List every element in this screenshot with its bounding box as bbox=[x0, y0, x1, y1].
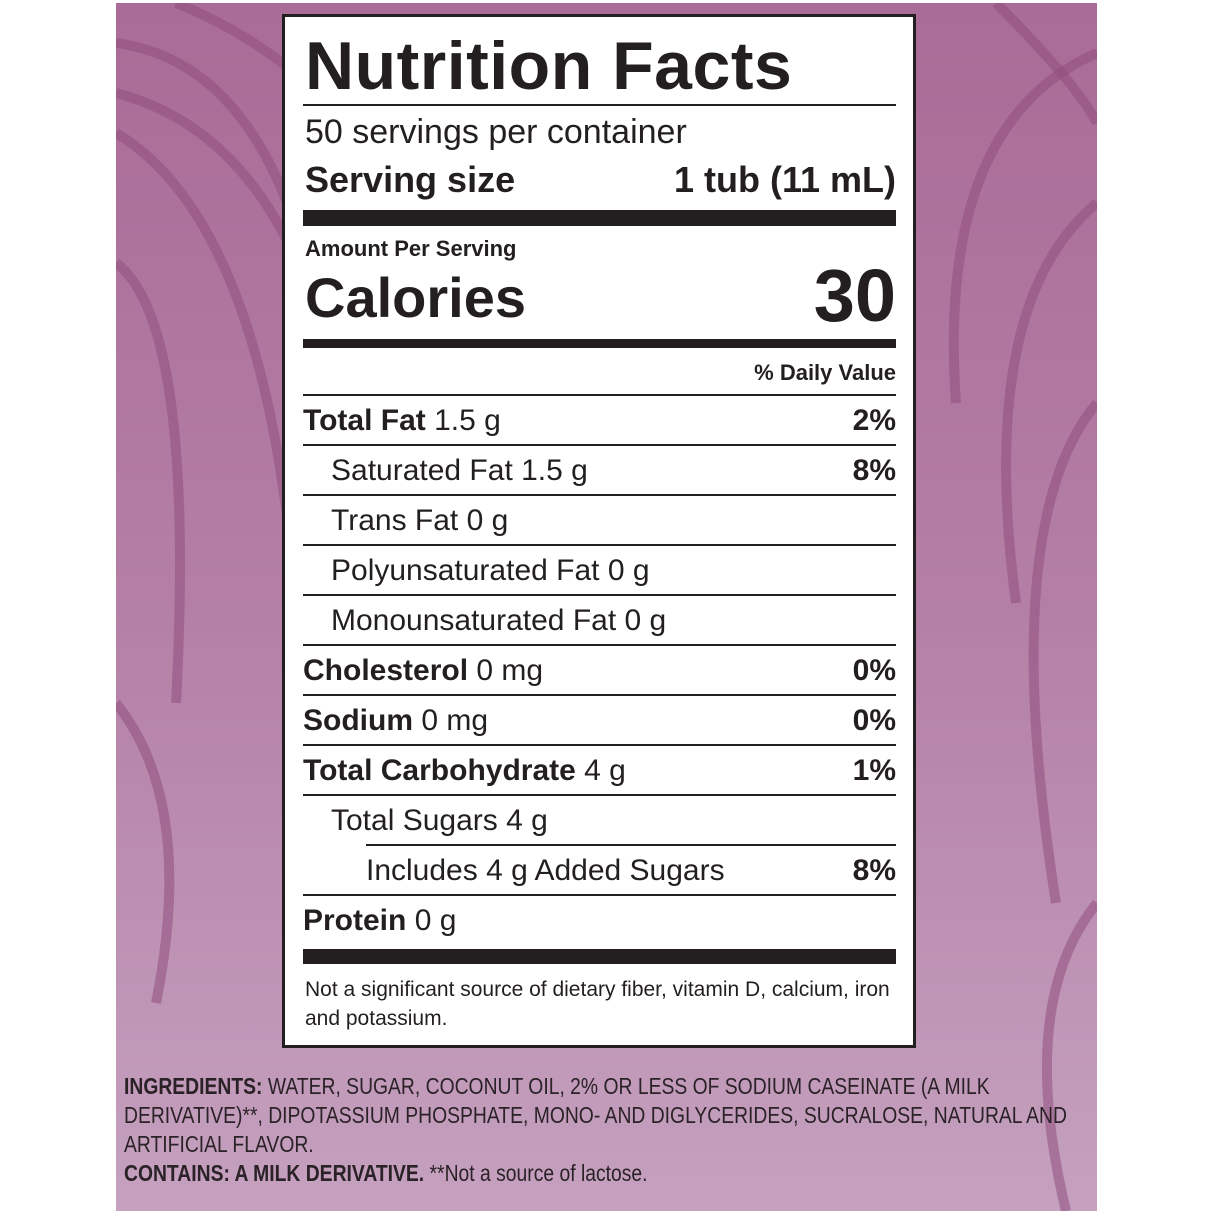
nutrient-name: Polyunsaturated Fat 0 g bbox=[331, 554, 650, 587]
nutrient-row: Total Sugars 4 g bbox=[303, 796, 896, 846]
calories-label: Calories bbox=[305, 266, 526, 329]
serving-size: Serving size 1 tub (11 mL) bbox=[305, 159, 896, 201]
amount-per-serving: Amount Per Serving bbox=[305, 236, 517, 261]
row-divider bbox=[366, 844, 896, 846]
row-divider bbox=[303, 644, 896, 646]
nutrient-row: Protein 0 g bbox=[303, 896, 896, 946]
row-divider bbox=[303, 694, 896, 696]
serving-size-value: 1 tub (11 mL) bbox=[673, 159, 896, 200]
contains-note: **Not a source of lactose. bbox=[429, 1160, 648, 1186]
label-title: Nutrition Facts bbox=[305, 28, 793, 104]
ingredients-text: WATER, SUGAR, COCONUT OIL, 2% OR LESS OF… bbox=[124, 1073, 1067, 1157]
row-divider bbox=[303, 594, 896, 596]
thick-divider-bottom bbox=[303, 949, 896, 964]
swirl-pattern bbox=[116, 3, 1097, 1211]
nutrient-name: Sodium bbox=[303, 704, 413, 737]
nutrient-row: Polyunsaturated Fat 0 g bbox=[303, 546, 896, 596]
nutrient-row: Sodium 0 mg 0% bbox=[303, 696, 896, 746]
nutrient-amount: 0 mg bbox=[476, 654, 544, 687]
nutrient-row: Trans Fat 0 g bbox=[303, 496, 896, 546]
contains-label: CONTAINS: A MILK DERIVATIVE. bbox=[124, 1160, 425, 1186]
row-divider bbox=[303, 444, 896, 446]
daily-value-percent: 0% bbox=[852, 704, 896, 737]
row-divider bbox=[303, 894, 896, 896]
row-divider bbox=[303, 794, 896, 796]
nutrient-name: Total Fat bbox=[303, 404, 426, 437]
serving-size-label: Serving size bbox=[305, 159, 516, 200]
nutrient-amount: 0 g bbox=[414, 904, 457, 937]
daily-value-percent: 2% bbox=[852, 404, 896, 437]
ingredients-label: INGREDIENTS: bbox=[124, 1073, 263, 1099]
thick-divider bbox=[303, 210, 896, 226]
row-divider bbox=[303, 394, 896, 396]
row-divider bbox=[303, 744, 896, 746]
nutrient-row: Includes 4 g Added Sugars 8% bbox=[303, 846, 896, 896]
nutrient-name: Protein bbox=[303, 904, 407, 937]
nutrient-amount: 1.5 g bbox=[434, 404, 501, 437]
daily-value-header: % Daily Value bbox=[754, 360, 896, 385]
row-divider bbox=[303, 544, 896, 546]
nutrient-row: Total Fat 1.5 g 2% bbox=[303, 396, 896, 446]
nutrient-name: Monounsaturated Fat 0 g bbox=[331, 604, 667, 637]
nutrient-row: Cholesterol 0 mg 0% bbox=[303, 646, 896, 696]
divider bbox=[303, 104, 896, 106]
nutrient-amount: 0 mg bbox=[421, 704, 489, 737]
nutrient-row: Saturated Fat 1.5 g 8% bbox=[303, 446, 896, 496]
nutrient-name: Total Sugars 4 g bbox=[331, 804, 548, 837]
nutrient-amount: 4 g bbox=[584, 754, 626, 787]
daily-value-percent: 0% bbox=[852, 654, 896, 687]
nutrient-name: Includes 4 g Added Sugars bbox=[366, 854, 725, 887]
medium-divider bbox=[303, 339, 896, 348]
footnote: Not a significant source of dietary fibe… bbox=[305, 978, 890, 1030]
daily-value-percent: 1% bbox=[852, 754, 896, 787]
nutrient-row: Total Carbohydrate 4 g 1% bbox=[303, 746, 896, 796]
nutrient-row: Monounsaturated Fat 0 g bbox=[303, 596, 896, 646]
nutrient-name: Cholesterol bbox=[303, 654, 469, 687]
daily-value-percent: 8% bbox=[852, 854, 896, 887]
row-divider bbox=[303, 494, 896, 496]
calories-value: 30 bbox=[813, 254, 896, 337]
servings-per-container: 50 servings per container bbox=[305, 113, 687, 151]
nutrient-name: Saturated Fat 1.5 g bbox=[331, 454, 588, 487]
ingredients-block: INGREDIENTS: WATER, SUGAR, COCONUT OIL, … bbox=[124, 1072, 1090, 1188]
nutrition-facts-label: Nutrition Facts 50 servings per containe… bbox=[282, 14, 916, 1048]
nutrient-name: Trans Fat 0 g bbox=[331, 504, 509, 537]
daily-value-percent: 8% bbox=[852, 454, 896, 487]
nutrient-name: Total Carbohydrate bbox=[303, 754, 576, 787]
